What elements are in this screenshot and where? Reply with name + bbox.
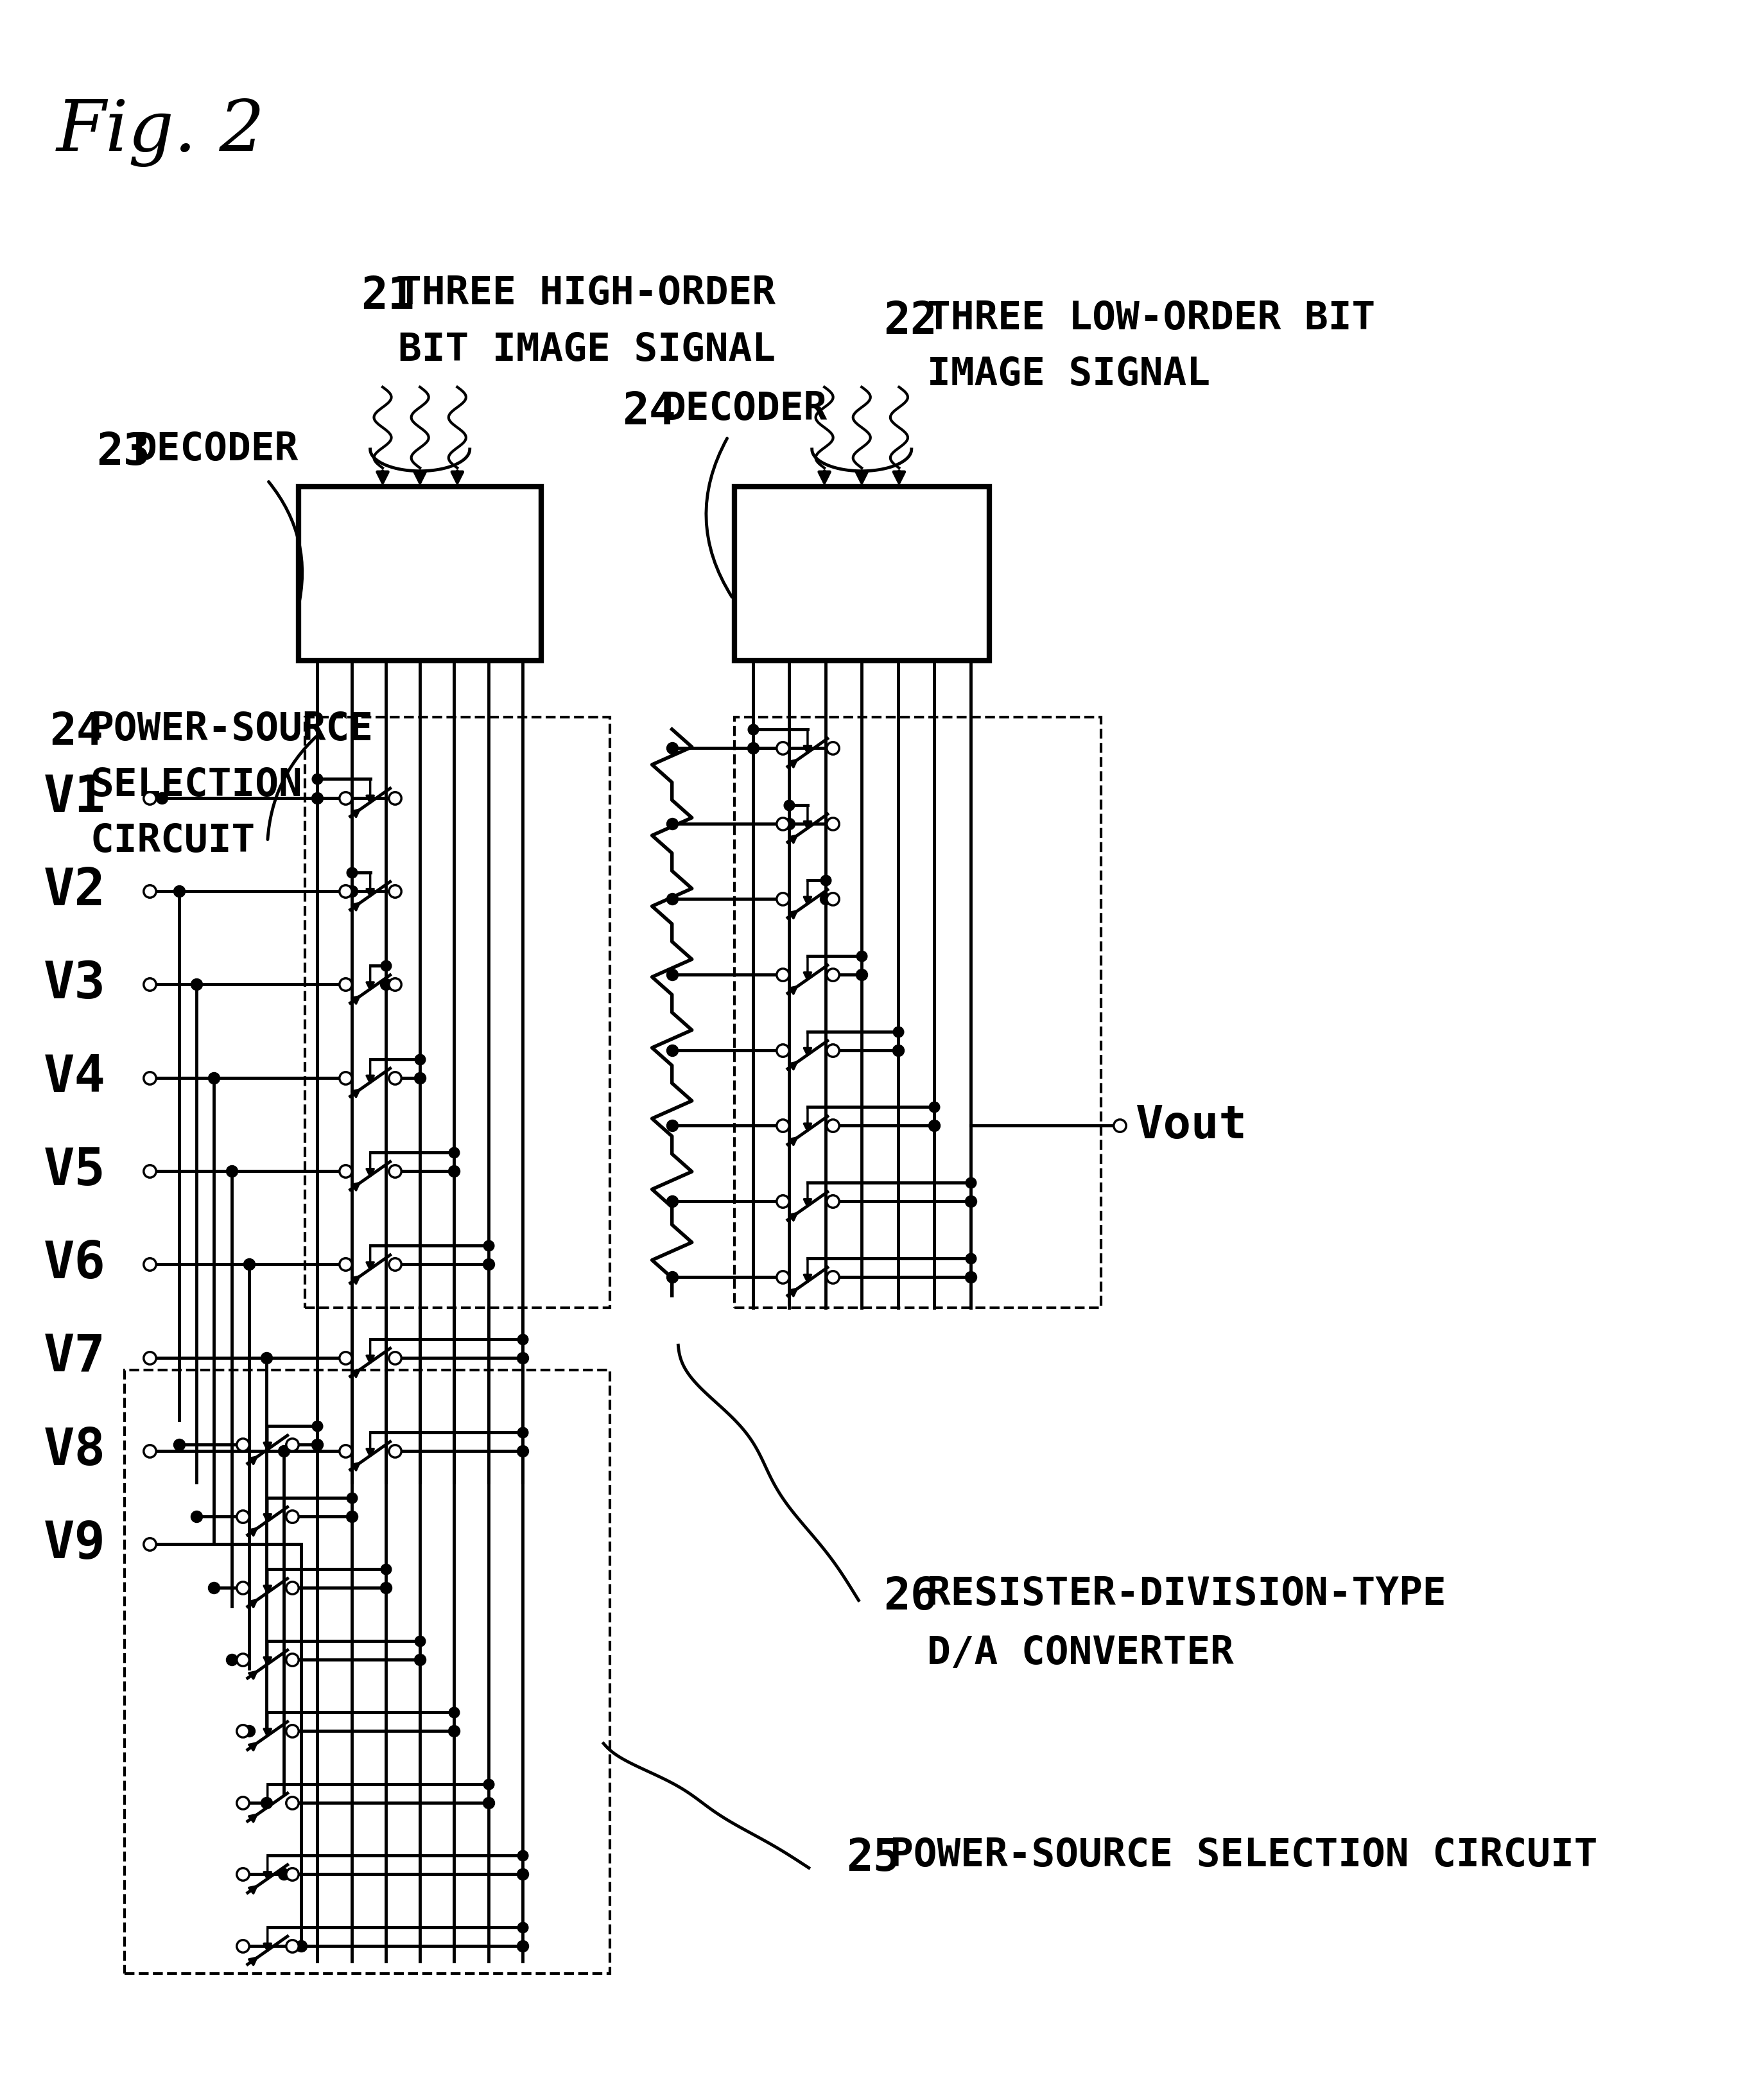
Text: DECODER: DECODER bbox=[134, 430, 299, 468]
Text: V9: V9 bbox=[44, 1518, 106, 1569]
Text: V6: V6 bbox=[44, 1239, 106, 1289]
Text: DECODER: DECODER bbox=[662, 391, 828, 428]
Text: Fig. 2: Fig. 2 bbox=[56, 99, 264, 166]
Text: V1: V1 bbox=[44, 773, 106, 823]
Text: V3: V3 bbox=[44, 960, 106, 1010]
Text: V4: V4 bbox=[44, 1052, 106, 1102]
Text: 25: 25 bbox=[847, 1838, 900, 1880]
Text: V8: V8 bbox=[44, 1426, 106, 1476]
Text: RESISTER-DIVISION-TYPE: RESISTER-DIVISION-TYPE bbox=[926, 1575, 1446, 1613]
Text: POWER-SOURCE: POWER-SOURCE bbox=[90, 710, 373, 748]
Text: IMAGE SIGNAL: IMAGE SIGNAL bbox=[926, 355, 1210, 395]
Text: 23: 23 bbox=[97, 430, 150, 475]
Text: 22: 22 bbox=[884, 300, 937, 342]
Bar bbox=[299, 487, 541, 662]
Bar bbox=[305, 716, 609, 1308]
Text: POWER-SOURCE SELECTION CIRCUIT: POWER-SOURCE SELECTION CIRCUIT bbox=[889, 1838, 1597, 1875]
Text: V5: V5 bbox=[44, 1147, 106, 1197]
Text: 24: 24 bbox=[49, 710, 104, 754]
Text: BIT IMAGE SIGNAL: BIT IMAGE SIGNAL bbox=[398, 332, 775, 370]
Text: V7: V7 bbox=[44, 1334, 106, 1382]
Text: Vout: Vout bbox=[1136, 1102, 1247, 1149]
Text: THREE LOW-ORDER BIT: THREE LOW-ORDER BIT bbox=[926, 300, 1375, 338]
Text: SELECTION: SELECTION bbox=[90, 766, 303, 804]
Text: V2: V2 bbox=[44, 865, 106, 916]
Bar bbox=[734, 487, 990, 662]
Text: 26: 26 bbox=[884, 1575, 937, 1619]
Text: CIRCUIT: CIRCUIT bbox=[90, 823, 255, 861]
Text: 24: 24 bbox=[622, 391, 676, 433]
Text: THREE HIGH-ORDER: THREE HIGH-ORDER bbox=[398, 275, 775, 313]
Bar bbox=[125, 1369, 609, 1974]
Text: 21: 21 bbox=[361, 275, 414, 317]
Text: D/A CONVERTER: D/A CONVERTER bbox=[926, 1634, 1234, 1672]
Bar bbox=[734, 716, 1101, 1308]
